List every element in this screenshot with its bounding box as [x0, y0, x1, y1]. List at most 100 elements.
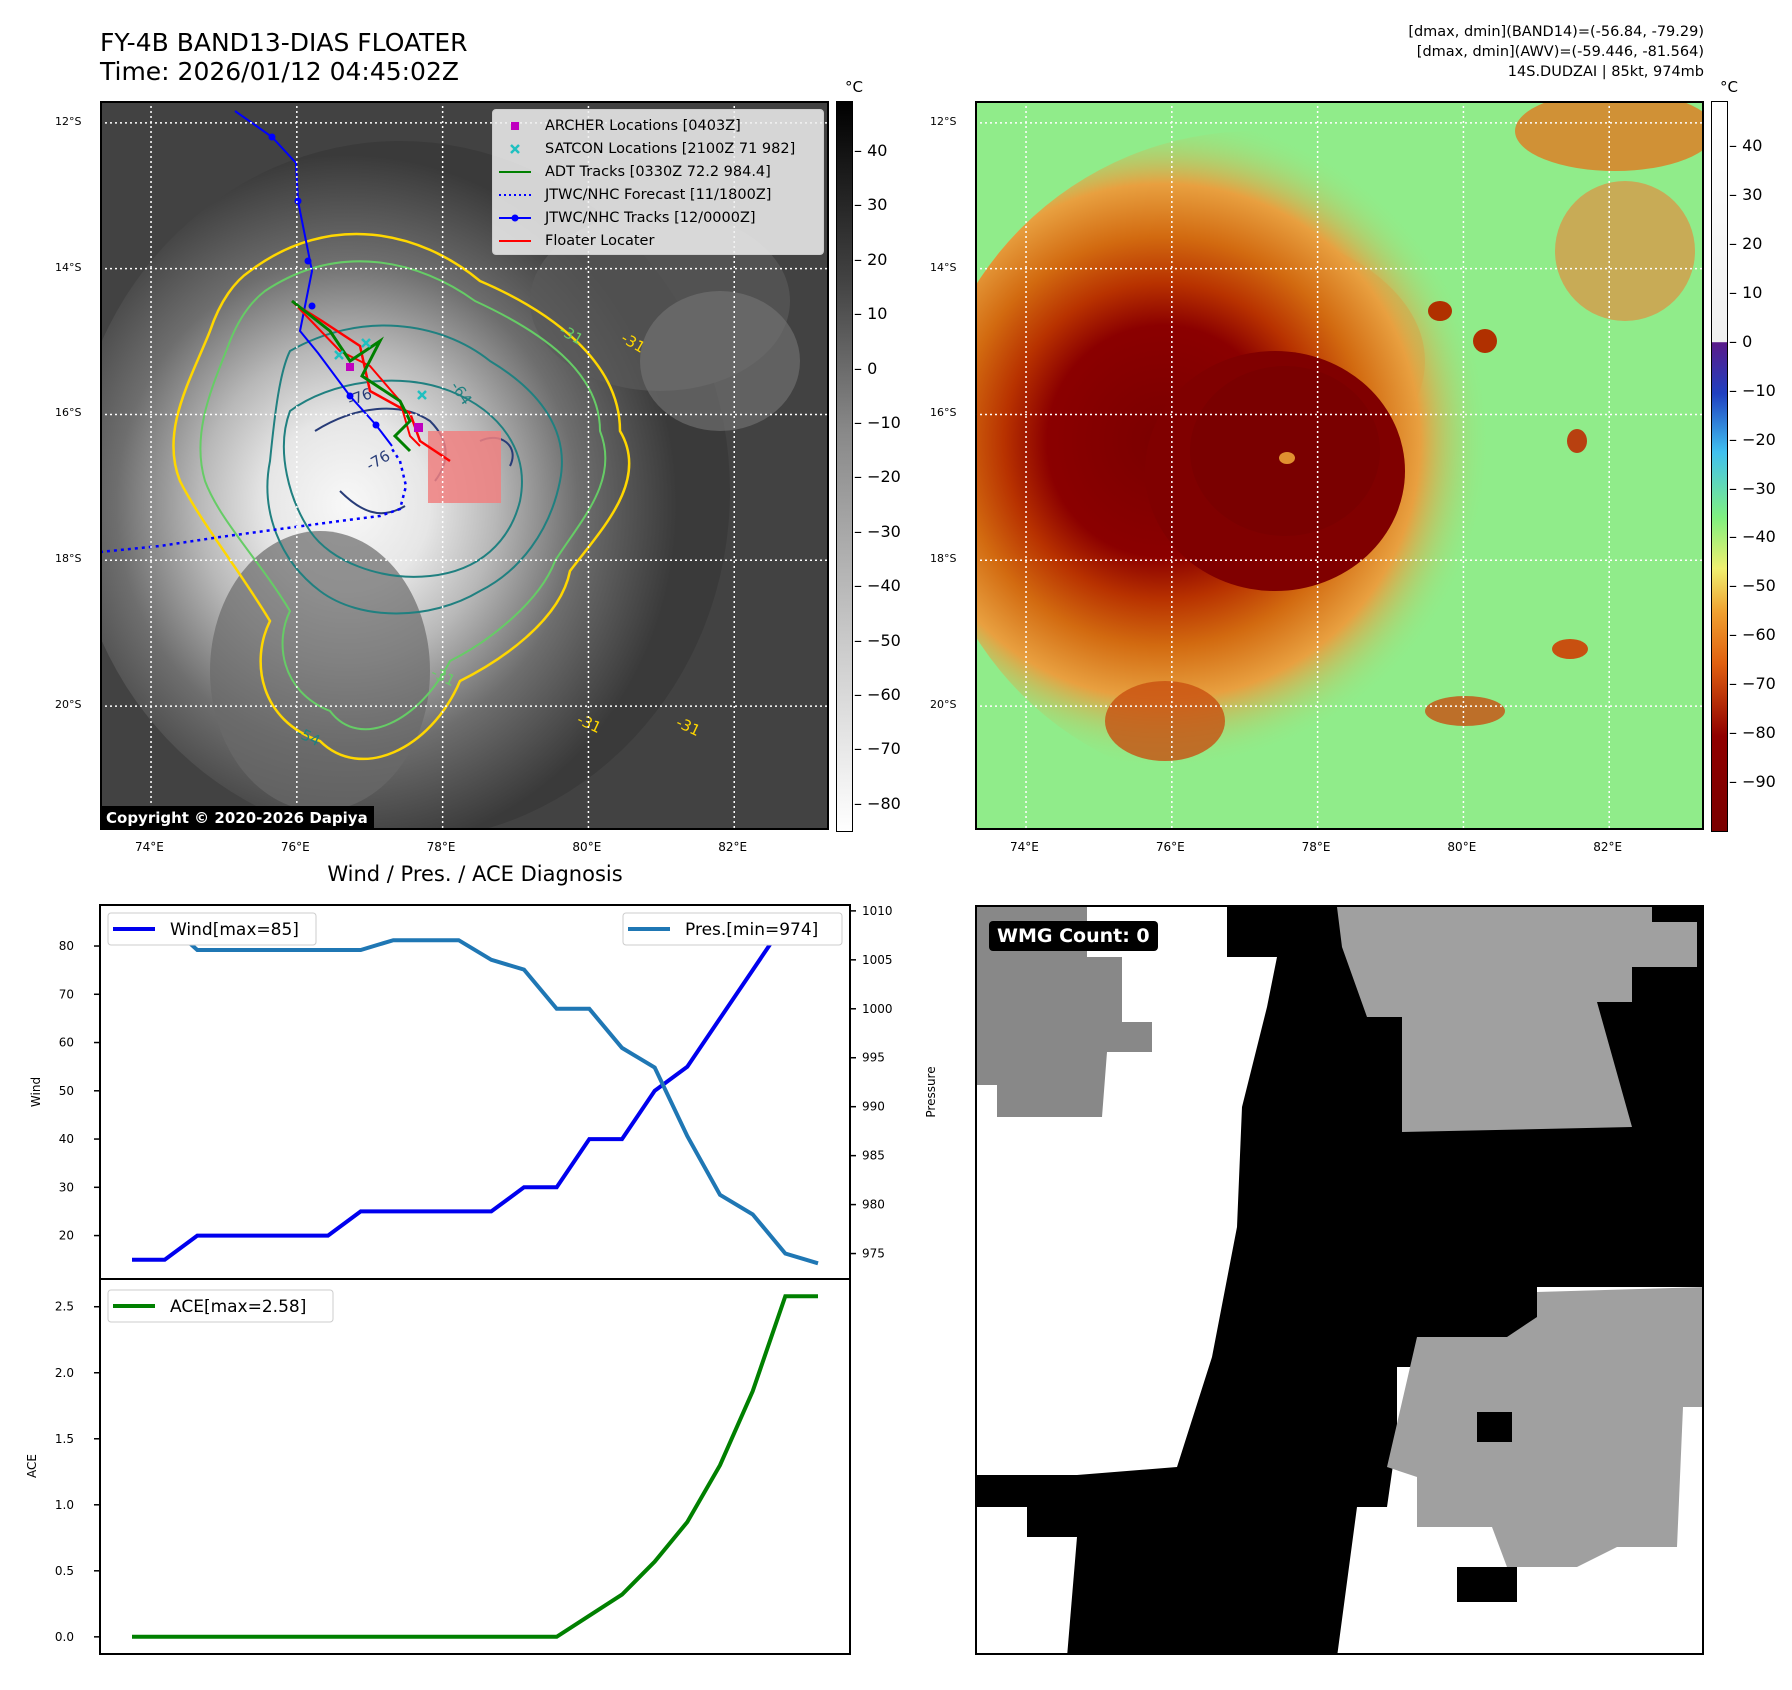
- satcon-markers: [334, 338, 427, 400]
- colorbar-tick: – −60: [854, 684, 901, 704]
- tick-label: 80: [59, 939, 74, 953]
- tick-label: 30: [59, 1180, 74, 1194]
- archer-marker: [346, 363, 354, 371]
- colorbar-tick: – 20: [854, 249, 888, 269]
- legend-item: ADT Tracks [0330Z 72.2 984.4]: [497, 162, 771, 182]
- wind-line: [132, 919, 818, 1262]
- colorbar-tick: – −80: [1729, 723, 1776, 743]
- info-storm: 14S.DUDZAI | 85kt, 974mb: [1507, 64, 1704, 80]
- colorbar-tick: – −10: [854, 412, 901, 432]
- tick-label: 1000: [862, 1002, 893, 1016]
- lat-tick-label: 18°S: [930, 552, 957, 566]
- lat-tick-label: 14°S: [55, 260, 82, 274]
- colorbar-tick: – 0: [854, 358, 878, 378]
- lat-tick-label: 20°S: [930, 698, 957, 712]
- ir-map-panel: -31 -31 -31 -31 -31 -54 -64 -76 -76 ARCH…: [70, 101, 829, 841]
- legend-symbol: [511, 122, 519, 130]
- colorbar-tick: – 40: [854, 140, 888, 160]
- wmg-gray-se: [1387, 1287, 1702, 1567]
- colorbar-tick: – −50: [854, 630, 901, 650]
- tick-label: 70: [59, 987, 74, 1001]
- wind-axes: [99, 904, 851, 1280]
- lat-tick-label: 12°S: [930, 114, 957, 128]
- colorbar-tick: – −20: [854, 467, 901, 487]
- lat-tick-label: 16°S: [930, 406, 957, 420]
- tick-label: 980: [862, 1198, 885, 1212]
- tick-label: 1010: [862, 904, 893, 918]
- awv-map-panel: [925, 91, 1715, 830]
- lon-tick-label: 78°E: [1301, 840, 1331, 854]
- plot-title: FY-4B BAND13-DIAS FLOATER: [100, 28, 468, 57]
- ace-legend-label: ACE[max=2.58]: [170, 1297, 306, 1317]
- tick-label: 1.0: [55, 1498, 74, 1512]
- map2-gridlines: [975, 101, 1704, 830]
- lat-tick-label: 20°S: [55, 698, 82, 712]
- lat-tick-label: 14°S: [930, 260, 957, 274]
- colorbar-tick: – 30: [1729, 184, 1763, 204]
- lon-tick-label: 82°E: [718, 840, 748, 854]
- legend-label: JTWC/NHC Forecast [11/1800Z]: [545, 187, 772, 203]
- copyright-label: Copyright © 2020-2026 Dapiya: [100, 806, 374, 830]
- colorbar-tick: – −70: [1729, 674, 1776, 694]
- legend-item: SATCON Locations [2100Z 71 982]: [497, 139, 795, 159]
- tick-label: 20: [59, 1229, 74, 1243]
- tick-label: 0.0: [55, 1630, 74, 1644]
- eye: [1279, 452, 1295, 464]
- archer-marker: [414, 423, 423, 432]
- colorbar-tick: – 10: [854, 304, 888, 324]
- wmg-svg: [977, 907, 1702, 1653]
- colorbar-color: [1711, 101, 1728, 832]
- jtwc-track: [234, 110, 393, 447]
- tick-label: 2.0: [55, 1366, 74, 1380]
- floater-track: [297, 304, 451, 463]
- lon-tick-label: 74°E: [1010, 840, 1039, 854]
- lat-tick-label: 18°S: [55, 552, 82, 566]
- tick-label: 1005: [862, 953, 893, 967]
- contour-teal-inner: [282, 379, 523, 578]
- diag-title: Wind / Pres. / ACE Diagnosis: [327, 862, 623, 886]
- legend-item: JTWC/NHC Tracks [12/0000Z]: [497, 208, 756, 228]
- legend-symbol: [499, 240, 531, 242]
- wmg-block: [1477, 1412, 1512, 1442]
- tick-label: 995: [862, 1051, 885, 1065]
- tick-label: 40: [59, 1132, 74, 1146]
- colorbar-tick: – −80: [854, 793, 901, 813]
- lon-tick-label: 82°E: [1593, 840, 1623, 854]
- wmg-block: [1457, 1567, 1517, 1602]
- wind-legend-label: Wind[max=85]: [170, 920, 299, 940]
- pressure-legend: Pres.[min=974]: [622, 912, 843, 946]
- legend-label: SATCON Locations [2100Z 71 982]: [545, 141, 796, 157]
- wmg-panel: WMG Count: 0: [975, 905, 1704, 1655]
- legend-item: JTWC/NHC Forecast [11/1800Z]: [497, 185, 771, 205]
- lon-tick-label: 76°E: [1155, 840, 1185, 854]
- lon-tick-label: 78°E: [426, 840, 456, 854]
- map-legend: ARCHER Locations [0403Z] SATCON Locations…: [492, 109, 824, 255]
- pressure-legend-label: Pres.[min=974]: [685, 920, 818, 940]
- contour-yellow: [172, 232, 631, 761]
- lon-tick-label: 74°E: [135, 840, 164, 854]
- colorbar-tick: – 40: [1729, 136, 1763, 156]
- contour-teal: [266, 324, 563, 615]
- legend-item: ARCHER Locations [0403Z]: [497, 116, 741, 136]
- wind-legend: Wind[max=85]: [107, 912, 317, 946]
- legend-symbol: [499, 214, 531, 222]
- pressure-ylabel: Pressure: [924, 1066, 938, 1117]
- colorbar-color-unit: °C: [1720, 78, 1738, 96]
- colorbar-tick: – 20: [1729, 233, 1763, 253]
- pressure-line: [132, 918, 819, 1266]
- diag-chart: 20 30 40 50 60 70 80 975 980 985 990 995 1000 1005 10…: [25, 904, 938, 1655]
- awv-map-svg: [925, 91, 1715, 830]
- tick-label: 1.5: [55, 1432, 74, 1446]
- wmg-gray-ne: [1337, 907, 1697, 1132]
- wmg-gray-nw: [977, 907, 1152, 1117]
- legend-label: ARCHER Locations [0403Z]: [545, 118, 741, 134]
- plot-time: Time: 2026/01/12 04:45:02Z: [100, 57, 459, 86]
- colorbar-color-ticks: – 40 – 30 – 20 – 10 – 0 – −10 – −20 – −30 – −40 –…: [1727, 101, 1787, 830]
- colorbar-tick: – −60: [1729, 625, 1776, 645]
- colorbar-gray-ticks: – 40 – 30 – 20 – 10 – 0 – −10 – −20 – −30 – −40 –…: [852, 101, 912, 830]
- info-band14: [dmax, dmin](BAND14)=(-56.84, -79.29): [1408, 24, 1704, 40]
- colorbar-tick: – −10: [1729, 380, 1776, 400]
- legend-item: Floater Locater: [497, 231, 654, 251]
- tick-label: 990: [862, 1100, 885, 1114]
- colorbar-tick: – −30: [854, 521, 901, 541]
